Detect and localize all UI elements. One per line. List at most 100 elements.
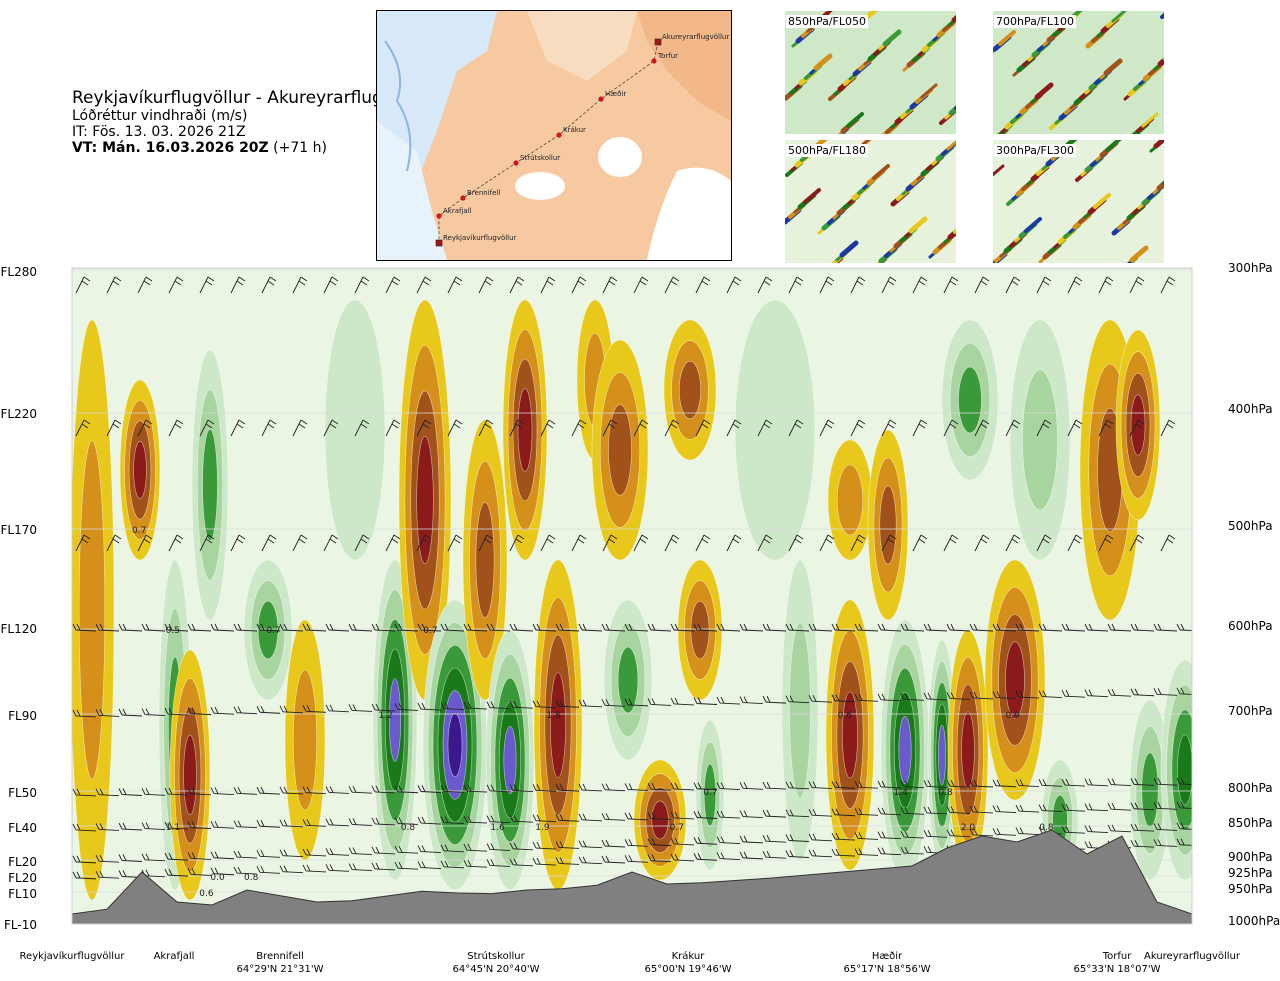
wind-barb: [555, 783, 580, 792]
wind-barb: [1107, 689, 1132, 697]
location-label: Strútskollur 64°45'N 20°40'W: [453, 950, 540, 976]
wind-barb: [141, 788, 166, 796]
wind-barb: [95, 823, 120, 831]
updraft-contour: [879, 485, 897, 565]
wind-barb: [106, 534, 122, 552]
level-map-stripe: [947, 228, 956, 240]
wind-barb: [440, 860, 465, 869]
wind-barb: [969, 623, 994, 632]
wind-barb: [75, 419, 91, 437]
wind-barb: [739, 810, 764, 819]
wind-barb: [1176, 623, 1192, 632]
wind-barb: [279, 819, 304, 828]
wind-barb: [187, 707, 212, 716]
wind-barb: [532, 700, 557, 709]
wind-barb: [788, 534, 804, 552]
route-point-label: Akureyrarflugvöllur: [662, 33, 729, 41]
wind-barb: [137, 534, 153, 552]
wind-barb: [647, 698, 672, 706]
wind-barb: [323, 276, 339, 294]
wind-barb: [463, 815, 488, 824]
wind-barb: [532, 857, 557, 866]
wind-barb: [230, 276, 246, 294]
wind-barb: [946, 806, 971, 814]
downdraft-contour: [202, 429, 218, 541]
downdraft-contour: [1022, 369, 1058, 511]
route-endpoint-marker: [654, 38, 662, 46]
level-map-stripe: [882, 29, 902, 47]
wind-barb: [571, 419, 587, 437]
wind-barb: [354, 276, 370, 294]
downdraft-contour: [789, 622, 811, 798]
wind-barb: [394, 817, 419, 825]
wind-barb: [739, 851, 764, 860]
wind-barb: [808, 849, 833, 858]
pressure-level-label: 400hPa: [1228, 402, 1273, 416]
wind-barb: [256, 786, 281, 795]
wind-barb: [302, 623, 327, 632]
wind-barb: [788, 419, 804, 437]
wind-barb: [164, 868, 189, 877]
wind-barb: [106, 419, 122, 437]
wind-barb: [757, 276, 773, 294]
wind-barb: [486, 843, 511, 851]
wind-barb: [974, 419, 990, 437]
wind-barb: [900, 693, 925, 701]
location-name: Hæðir: [871, 951, 903, 962]
wind-barb: [210, 787, 235, 796]
wind-barb: [137, 276, 153, 294]
level-map-stripe: [1034, 82, 1054, 100]
route-point-marker: [513, 160, 519, 166]
level-map-300-graphic: [993, 140, 1164, 263]
wind-barb: [463, 843, 488, 852]
flight-level-label: FL10: [8, 887, 37, 901]
wind-barb: [716, 852, 741, 861]
wind-barb: [292, 534, 308, 552]
level-map-stripe: [1111, 11, 1127, 23]
wind-barb: [371, 817, 396, 826]
wind-barb: [447, 419, 463, 437]
wind-barb: [256, 706, 281, 714]
wind-barb: [371, 862, 396, 871]
wind-barb: [670, 782, 695, 791]
contour-label: 0.8: [244, 873, 259, 883]
wind-barb: [647, 783, 672, 791]
flight-level-label: FL20: [8, 855, 37, 869]
wind-barb: [371, 846, 396, 855]
wind-barb: [72, 871, 97, 880]
level-map-500-graphic: [785, 140, 956, 263]
wind-barb: [1153, 802, 1178, 810]
wind-barb: [923, 780, 948, 788]
wind-barb: [602, 276, 618, 294]
wind-barb: [72, 855, 97, 864]
plot-frame: [71, 267, 1193, 925]
wind-barb: [302, 705, 327, 713]
flight-level-label: FL90: [8, 709, 37, 723]
route-point-label: Reykjavíkurflugvöllur: [443, 234, 517, 242]
wind-barb: [854, 623, 879, 632]
wind-barb: [72, 709, 97, 718]
wind-barb: [1153, 839, 1178, 847]
terrain-profile: [72, 829, 1192, 924]
route-line: [438, 41, 659, 243]
wind-barb: [726, 419, 742, 437]
contour-label: 1.6: [490, 823, 505, 833]
level-map-stripe: [1105, 140, 1122, 152]
wind-barb: [118, 623, 143, 632]
wind-barb: [633, 276, 649, 294]
wind-barb: [1129, 276, 1145, 294]
wind-barb: [670, 837, 695, 846]
lead-time: (+71 h): [273, 140, 327, 156]
level-map-stripe: [993, 164, 1005, 177]
level-map-stripe: [1156, 180, 1164, 191]
wind-barb: [946, 780, 971, 788]
contour-label: 1.8: [546, 711, 561, 721]
level-map-stripe: [998, 30, 1016, 46]
contour-label: 0.8: [938, 788, 953, 798]
location-coord: 65°33'N 18°07'W: [1073, 964, 1161, 975]
pressure-level-label: 950hPa: [1228, 882, 1273, 896]
wind-barb: [279, 705, 304, 714]
wind-barb: [762, 781, 787, 790]
wind-barb: [578, 699, 603, 708]
wind-barb: [762, 850, 787, 859]
